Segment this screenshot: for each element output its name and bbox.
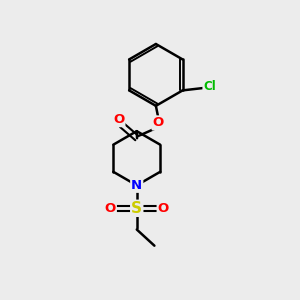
Text: S: S [131,201,142,216]
Text: O: O [158,202,169,215]
Text: N: N [131,179,142,192]
Text: O: O [105,202,116,215]
Text: O: O [153,116,164,129]
Text: Cl: Cl [203,80,216,93]
Text: O: O [113,113,124,126]
